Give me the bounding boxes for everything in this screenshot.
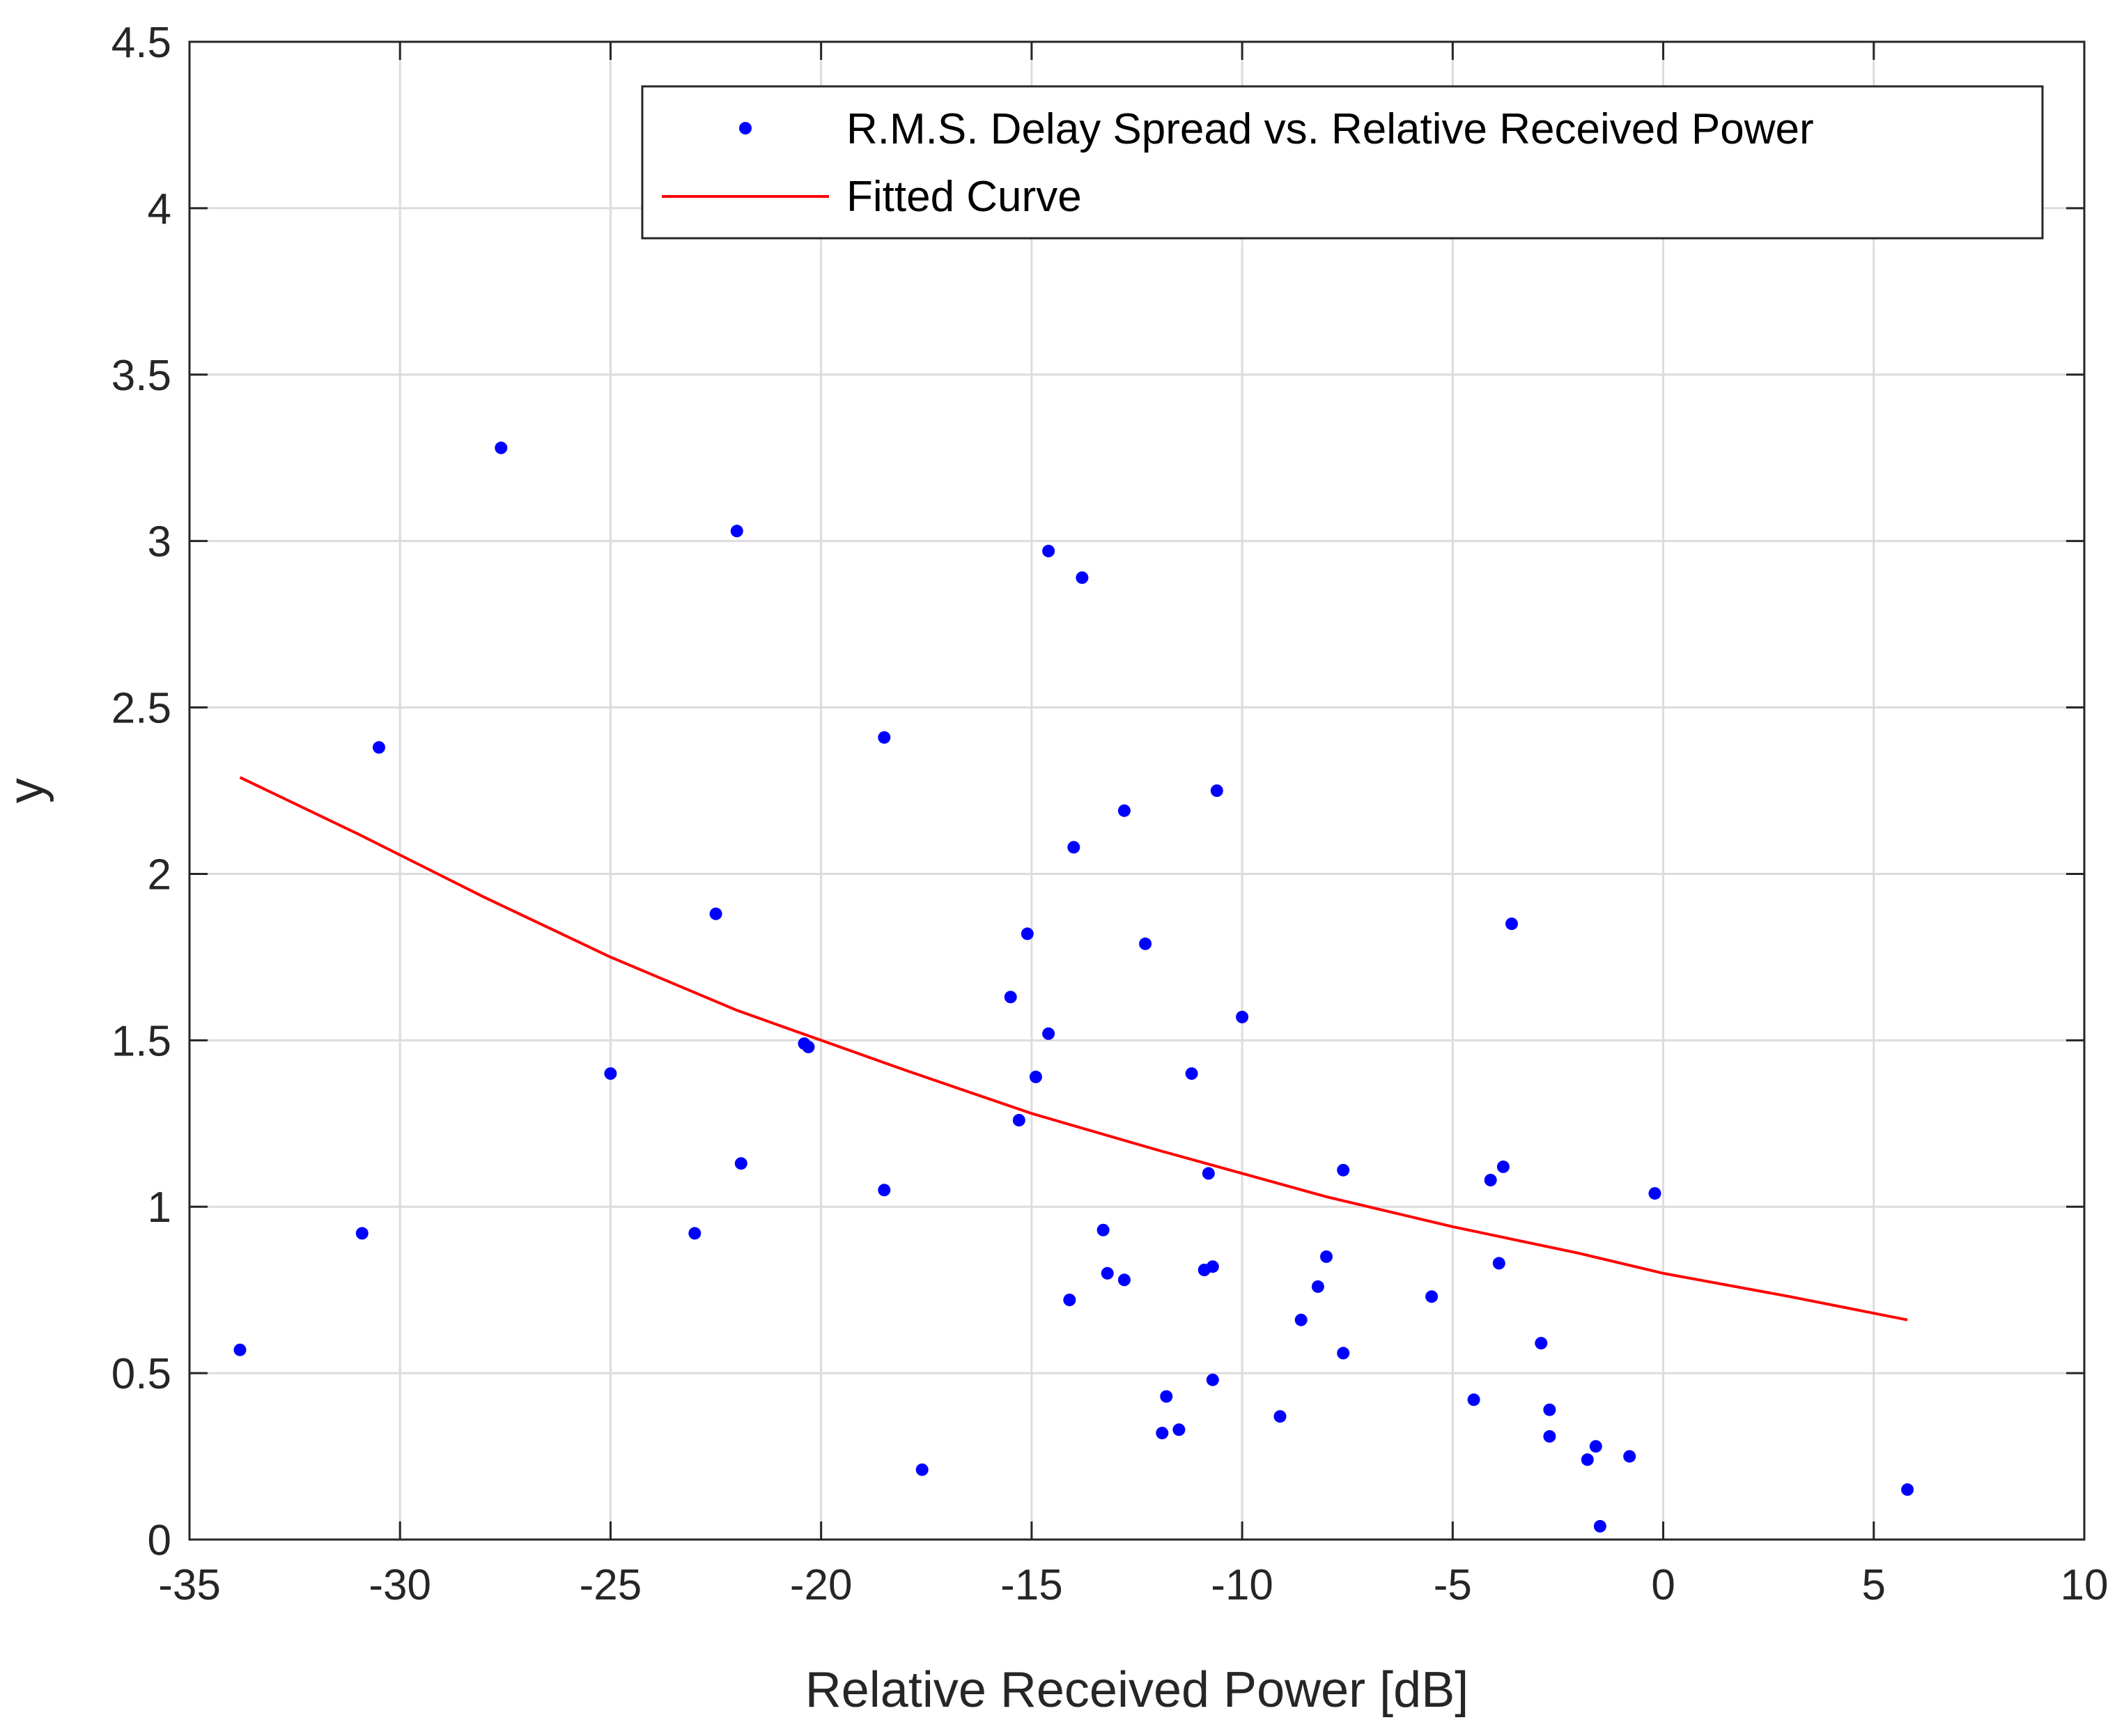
scatter-point <box>1581 1453 1594 1466</box>
scatter-point <box>1543 1429 1556 1443</box>
scatter-point <box>1156 1427 1169 1440</box>
y-tick-label: 1.5 <box>111 1017 171 1065</box>
x-tick-label: 5 <box>1862 1561 1886 1609</box>
scatter-point <box>1004 991 1017 1004</box>
scatter-point <box>1648 1187 1661 1200</box>
scatter-point <box>1593 1519 1606 1533</box>
x-tick-label: -25 <box>580 1561 642 1609</box>
scatter-point <box>709 907 722 920</box>
scatter-point <box>1172 1423 1186 1436</box>
scatter-point <box>1210 784 1223 797</box>
x-tick-label: -20 <box>790 1561 853 1609</box>
scatter-points <box>233 441 1914 1533</box>
scatter-point <box>1206 1373 1219 1386</box>
scatter-point <box>1117 804 1131 817</box>
scatter-point <box>1185 1067 1198 1080</box>
x-tick-label: -35 <box>158 1561 221 1609</box>
y-tick-label: 3.5 <box>111 352 171 400</box>
scatter-point <box>1236 1010 1249 1023</box>
scatter-point <box>1029 1070 1042 1083</box>
scatter-point <box>1206 1260 1219 1273</box>
scatter-point <box>1160 1390 1173 1403</box>
axes <box>188 40 2086 1541</box>
scatter-point <box>1202 1167 1215 1180</box>
scatter-point <box>1067 841 1080 854</box>
scatter-point <box>915 1463 929 1476</box>
scatter-point <box>1320 1250 1333 1263</box>
tick-labels: -35 -30 -25 -20 -15 -10 -5 0 5 10 0 0.5 1 1.5 2 2.5 3 3.5… <box>111 19 2109 1609</box>
legend: R.M.S. Delay Spread vs. Relative Receive… <box>641 85 2044 240</box>
scatter-point <box>1076 571 1089 584</box>
legend-box <box>641 85 2044 240</box>
scatter-point <box>878 731 891 744</box>
scatter-point <box>1139 937 1152 950</box>
scatter-point <box>1012 1114 1025 1126</box>
scatter-point <box>1496 1160 1510 1173</box>
y-tick-label: 4.5 <box>111 19 171 67</box>
axes-box <box>188 40 2086 1541</box>
x-tick-label: -10 <box>1211 1561 1273 1609</box>
scatter-point <box>734 1157 747 1170</box>
scatter-point <box>1543 1403 1556 1416</box>
x-tick-label: 10 <box>2061 1561 2109 1609</box>
y-tick-label: 0 <box>148 1517 171 1565</box>
x-tick-label: -15 <box>1000 1561 1063 1609</box>
y-tick-label: 4 <box>148 185 171 233</box>
scatter-point <box>1589 1440 1602 1453</box>
scatter-point <box>1101 1266 1114 1280</box>
scatter-point <box>1623 1450 1636 1463</box>
scatter-point <box>1294 1313 1308 1326</box>
x-tick-label: -5 <box>1434 1561 1472 1609</box>
scatter-point <box>495 441 508 454</box>
gridlines <box>189 42 2084 1540</box>
y-tick-label: 3 <box>148 518 171 566</box>
scatter-point <box>1311 1280 1324 1293</box>
scatter-point <box>1535 1337 1548 1350</box>
scatter-point <box>1042 545 1055 557</box>
scatter-point <box>1337 1163 1350 1177</box>
scatter-point <box>233 1343 247 1356</box>
fitted-curve-line <box>239 776 1908 1322</box>
legend-label-fitted-curve: Fitted Curve <box>846 173 1082 221</box>
y-tick-label: 1 <box>148 1184 171 1232</box>
legend-marker-scatter <box>739 122 752 134</box>
scatter-point <box>1117 1273 1131 1287</box>
y-tick-label: 0.5 <box>111 1350 171 1398</box>
x-tick-label: 0 <box>1651 1561 1675 1609</box>
scatter-point <box>1425 1290 1439 1303</box>
fitted-curve-layer <box>239 776 1908 1322</box>
scatter-point <box>1901 1483 1914 1496</box>
x-tick-label: -30 <box>369 1561 431 1609</box>
legend-label-scatter: R.M.S. Delay Spread vs. Relative Receive… <box>846 105 1814 153</box>
x-axis-label: Relative Received Power [dB] <box>805 1662 1468 1718</box>
scatter-point <box>604 1067 617 1080</box>
scatter-point <box>1505 917 1518 931</box>
scatter-point <box>1021 927 1034 940</box>
scatter-point <box>1096 1223 1110 1237</box>
scatter-point <box>730 525 743 538</box>
y-axis-label: y <box>0 778 54 803</box>
plot-area <box>189 42 2084 1540</box>
y-tick-label: 2 <box>148 851 171 899</box>
scatter-point <box>1063 1294 1076 1306</box>
scatter-point <box>355 1227 369 1240</box>
scatter-point <box>373 741 385 754</box>
scatter-point <box>802 1040 815 1053</box>
scatter-point <box>1273 1410 1287 1423</box>
scatter-point <box>1042 1027 1055 1040</box>
y-tick-label: 2.5 <box>111 685 171 733</box>
scatter-point <box>688 1227 701 1240</box>
scatter-point <box>1467 1393 1480 1406</box>
scatter-point <box>1337 1347 1350 1360</box>
scatter-point <box>1492 1257 1505 1270</box>
scatter-point <box>878 1184 891 1197</box>
scatter-point <box>1484 1174 1497 1186</box>
